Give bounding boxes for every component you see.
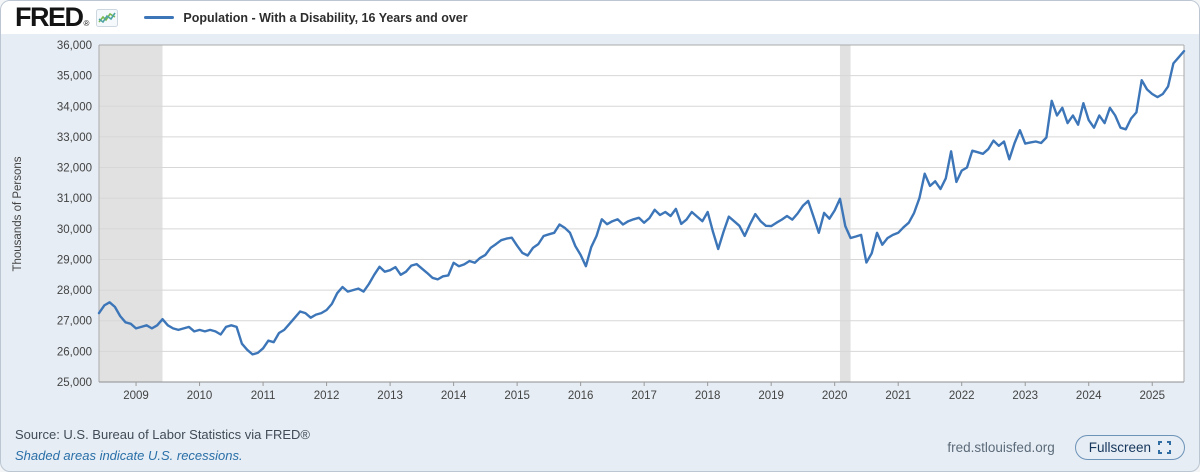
plot-background-layer xyxy=(99,45,1184,382)
fred-logo[interactable]: FRED ® xyxy=(15,4,89,31)
sparkline-icon xyxy=(96,8,119,27)
y-tick-label: 25,000 xyxy=(57,377,92,389)
fullscreen-expand-icon xyxy=(1158,441,1171,454)
fullscreen-button-label: Fullscreen xyxy=(1088,440,1151,455)
data-line xyxy=(97,49,1186,356)
x-tick-label: 2022 xyxy=(949,390,975,402)
chart-header: FRED ® Population - With a Disability, 16… xyxy=(1,1,1199,34)
chart-legend: Population - With a Disability, 16 Years… xyxy=(144,10,468,25)
y-tick-label: 28,000 xyxy=(57,285,92,297)
y-tick-label: 32,000 xyxy=(57,163,92,175)
fred-logo-text: FRED xyxy=(15,2,84,32)
x-tick-label: 2024 xyxy=(1076,390,1102,402)
source-text: Source: U.S. Bureau of Labor Statistics … xyxy=(15,427,310,442)
recession-note-link[interactable]: Shaded areas indicate U.S. recessions. xyxy=(15,448,243,463)
y-tick-label: 29,000 xyxy=(57,254,92,266)
x-tick-label: 2014 xyxy=(441,390,467,402)
series-layer xyxy=(97,49,1186,356)
x-tick-label: 2018 xyxy=(695,390,721,402)
x-tick-label: 2009 xyxy=(123,390,149,402)
x-tick-label: 2013 xyxy=(377,390,403,402)
fullscreen-button[interactable]: Fullscreen xyxy=(1074,435,1185,460)
x-tick-label: 2019 xyxy=(758,390,784,402)
y-tick-label: 33,000 xyxy=(57,132,92,144)
chart-footer: Source: U.S. Bureau of Labor Statistics … xyxy=(1,416,1199,471)
axis-layer: 36,000 35,000 34,000 33,000 32,000 31,000 30,0… xyxy=(57,40,1165,402)
x-tick-label: 2020 xyxy=(822,390,848,402)
y-tick-label: 35,000 xyxy=(57,71,92,83)
x-tick-label: 2017 xyxy=(631,390,657,402)
site-url-text: fred.stlouisfed.org xyxy=(947,440,1055,455)
y-tick-label: 34,000 xyxy=(57,101,92,113)
footer-right: fred.stlouisfed.org Fullscreen xyxy=(947,435,1185,460)
y-tick-label: 31,000 xyxy=(57,193,92,205)
x-tick-label: 2021 xyxy=(885,390,911,402)
plot-background xyxy=(99,45,1184,382)
x-tick-label: 2012 xyxy=(314,390,340,402)
recession-band xyxy=(839,45,851,382)
gridline-layer xyxy=(98,44,1185,383)
y-axis-title: Thousands of Persons xyxy=(12,156,24,271)
x-tick-label: 2016 xyxy=(568,390,594,402)
x-tick-label: 2011 xyxy=(251,390,276,402)
x-tick-label: 2015 xyxy=(504,390,530,402)
y-tick-label: 36,000 xyxy=(57,40,92,52)
x-tick-label: 2010 xyxy=(187,390,213,402)
chart-canvas[interactable]: 36,000 35,000 34,000 33,000 32,000 31,000 30,0… xyxy=(1,34,1200,416)
y-tick-label: 27,000 xyxy=(57,316,92,328)
x-tick-label: 2025 xyxy=(1139,390,1165,402)
y-tick-label: 26,000 xyxy=(57,346,92,358)
y-tick-label: 30,000 xyxy=(57,224,92,236)
legend-series-label[interactable]: Population - With a Disability, 16 Years… xyxy=(183,10,468,25)
footer-left: Source: U.S. Bureau of Labor Statistics … xyxy=(15,424,310,466)
legend-line-swatch xyxy=(144,16,175,19)
registered-mark: ® xyxy=(83,19,90,29)
recession-band xyxy=(99,45,163,382)
x-tick-label: 2023 xyxy=(1012,390,1038,402)
